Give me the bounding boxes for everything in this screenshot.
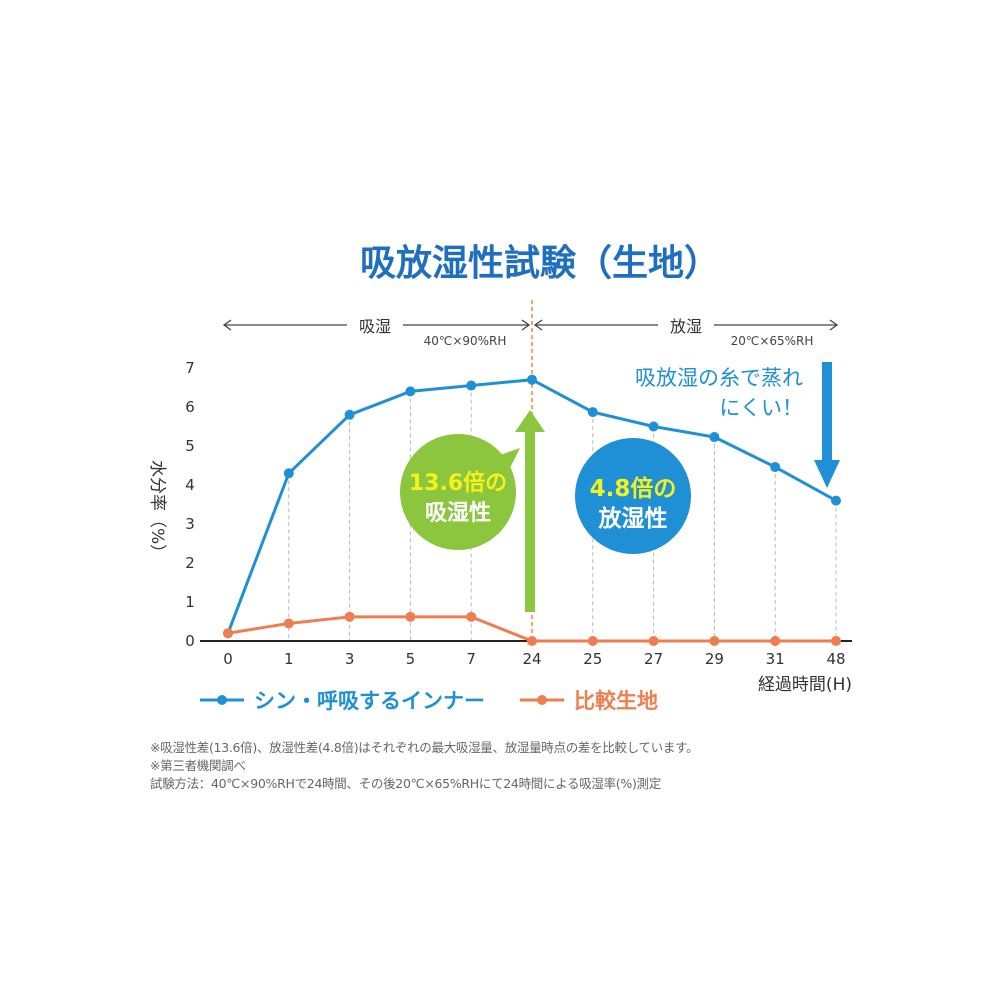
- data-point: [223, 628, 233, 639]
- x-tick-label: 1: [284, 650, 294, 668]
- release-bubble-text: 4.8倍の: [590, 475, 677, 502]
- y-tick-label: 4: [185, 476, 195, 494]
- y-tick-label: 1: [185, 593, 195, 611]
- chart-title: 吸放湿性試験（生地）: [360, 243, 720, 284]
- data-point: [648, 636, 659, 646]
- bubble-tail: [500, 448, 520, 472]
- y-tick-label: 5: [185, 437, 195, 455]
- up-arrow-icon: [515, 410, 545, 612]
- data-point: [283, 618, 294, 629]
- y-axis-ticks: 0 1 2 3 4 5 6 7: [185, 359, 195, 650]
- data-point: [587, 407, 598, 418]
- x-tick-label: 27: [644, 650, 663, 668]
- y-tick-label: 3: [185, 515, 195, 533]
- absorb-bubble-text: 吸湿性: [425, 501, 491, 526]
- x-tick-label: 5: [406, 650, 416, 668]
- y-tick-label: 7: [185, 359, 195, 377]
- release-bubble: [575, 438, 691, 554]
- data-point: [466, 380, 477, 391]
- data-point: [527, 636, 537, 646]
- down-arrow-icon: [814, 362, 840, 488]
- data-point: [344, 409, 355, 420]
- x-tick-label: 24: [522, 650, 541, 668]
- data-point: [466, 611, 477, 622]
- data-point: [770, 462, 781, 473]
- data-point: [709, 636, 720, 646]
- x-tick-label: 29: [705, 650, 724, 668]
- data-point: [587, 636, 598, 646]
- data-point: [648, 421, 659, 432]
- data-point: [770, 636, 781, 646]
- arrow-head: [521, 319, 531, 331]
- absorb-bubble-text: 13.6倍の: [409, 470, 507, 496]
- phase-condition: 40℃×90%RH: [424, 334, 507, 348]
- legend-label: 比較生地: [574, 689, 658, 713]
- label-bg: [347, 314, 403, 336]
- x-tick-label: 0: [223, 650, 233, 668]
- legend-label: シン・呼吸するインナー: [254, 689, 485, 713]
- label-bg: [658, 314, 714, 336]
- data-point: [283, 468, 294, 479]
- legend: シン・呼吸するインナー 比較生地: [200, 689, 658, 713]
- x-tick-label: 48: [826, 650, 845, 668]
- x-tick-label: 3: [345, 650, 355, 668]
- x-tick-label: 25: [583, 650, 602, 668]
- data-point: [405, 386, 416, 397]
- y-tick-label: 6: [185, 398, 195, 416]
- y-tick-label: 0: [185, 632, 195, 650]
- data-point: [344, 611, 355, 622]
- y-tick-label: 2: [185, 554, 195, 572]
- legend-marker: [537, 695, 547, 705]
- release-bubble-text: 放湿性: [598, 505, 668, 532]
- absorb-bubble: [400, 434, 516, 550]
- x-axis-label: 経過時間(H): [758, 675, 852, 695]
- arrow-head: [533, 319, 543, 331]
- data-point: [831, 636, 841, 646]
- footnote-2: ※第三者機関調べ: [150, 758, 246, 773]
- data-point: [527, 374, 537, 385]
- legend-marker: [217, 695, 227, 705]
- x-tick-label: 7: [466, 650, 476, 668]
- data-point: [831, 495, 841, 506]
- footnote-3: 試験方法：40℃×90%RHで24時間、その後20℃×65%RHにて24時間によ…: [150, 776, 661, 791]
- series-lines: [223, 374, 841, 646]
- data-point: [709, 432, 720, 443]
- phase-condition: 20℃×65%RH: [731, 334, 814, 348]
- footnote-1: ※吸湿性差(13.6倍)、放湿性差(4.8倍)はそれぞれの最大吸湿量、放湿量時点…: [150, 740, 699, 755]
- data-point: [405, 611, 416, 622]
- arrow-head-left: [222, 319, 232, 331]
- x-tick-label: 31: [766, 650, 785, 668]
- phase-label: 放湿: [670, 317, 702, 336]
- phase-label: 吸湿: [359, 317, 391, 336]
- x-axis-ticks: 0 1 3 5 7 24 25 27 29 31 48: [223, 650, 845, 668]
- callout-text: にくい！: [719, 396, 803, 420]
- callout-text: 吸放湿の糸で蒸れ: [635, 366, 803, 390]
- arrow-head-right: [829, 319, 839, 331]
- y-axis-label: 水分率（%）: [147, 460, 167, 561]
